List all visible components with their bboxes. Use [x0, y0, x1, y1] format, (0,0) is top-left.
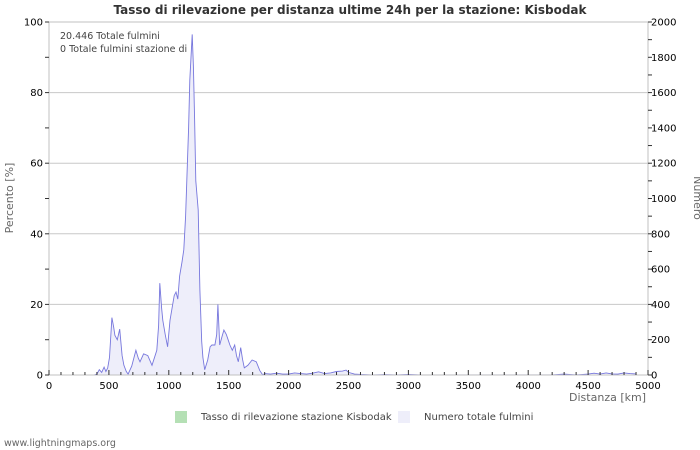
y-right-tick-label: 1800 — [651, 53, 676, 64]
y-right-tick-label: 600 — [651, 265, 670, 276]
x-tick-label: 4500 — [575, 381, 600, 392]
y-right-tick-label: 1600 — [651, 88, 676, 99]
y-left-tick-label: 40 — [30, 229, 43, 240]
x-tick-label: 1500 — [216, 381, 241, 392]
y-left-tick-label: 60 — [30, 159, 43, 170]
y-left-tick-label: 0 — [37, 371, 43, 382]
legend-label: Tasso di rilevazione stazione Kisbodak — [201, 411, 392, 423]
x-tick-label: 4000 — [515, 381, 540, 392]
x-axis-title: Distanza [km] — [569, 391, 646, 404]
y-right-tick-label: 0 — [651, 371, 657, 382]
y-right-tick-label: 400 — [651, 300, 670, 311]
x-tick-label: 500 — [99, 381, 118, 392]
legend-item-detection-rate: Tasso di rilevazione stazione Kisbodak — [175, 411, 392, 423]
gridlines — [49, 92, 648, 305]
series-numero-totale-fulmini — [49, 34, 637, 376]
x-tick-label: 2000 — [276, 381, 301, 392]
x-tick-label: 3500 — [456, 381, 481, 392]
y-right-tick-label: 1400 — [651, 123, 676, 134]
x-tick-label: 1000 — [156, 381, 181, 392]
y-axis-right-title: Numero — [691, 176, 700, 220]
y-left-tick-label: 100 — [24, 18, 43, 29]
y-right-tick-label: 1200 — [651, 159, 676, 170]
legend-swatch-lavender — [398, 411, 410, 423]
x-tick-label: 0 — [46, 381, 52, 392]
y-right-tick-label: 800 — [651, 229, 670, 240]
total-strikes-text: 20.446 Totale fulmini — [60, 31, 160, 42]
y-right-tick-label: 1000 — [651, 194, 676, 205]
x-tick-label: 5000 — [635, 381, 660, 392]
axis-frame — [48, 21, 649, 376]
y-left-tick-label: 80 — [30, 88, 43, 99]
legend-label: Numero totale fulmini — [424, 411, 534, 423]
stats-annotation: 20.446 Totale fulmini 0 Totale fulmini s… — [60, 30, 187, 56]
axis-ticks: 0204060801000200400600800100012001400160… — [24, 18, 677, 393]
station-strikes-text: 0 Totale fulmini stazione di — [60, 44, 188, 55]
y-left-tick-label: 20 — [30, 300, 43, 311]
footer-credit: www.lightningmaps.org — [4, 438, 116, 449]
legend-item-total-strikes: Numero totale fulmini — [398, 411, 533, 423]
x-tick-label: 2500 — [336, 381, 361, 392]
x-tick-label: 3000 — [396, 381, 421, 392]
y-right-tick-label: 200 — [651, 335, 670, 346]
chart-title: Tasso di rilevazione per distanza ultime… — [113, 3, 587, 17]
y-right-tick-label: 2000 — [651, 18, 676, 29]
legend-swatch-green — [175, 411, 187, 423]
y-axis-left-title: Percento [%] — [3, 163, 16, 234]
